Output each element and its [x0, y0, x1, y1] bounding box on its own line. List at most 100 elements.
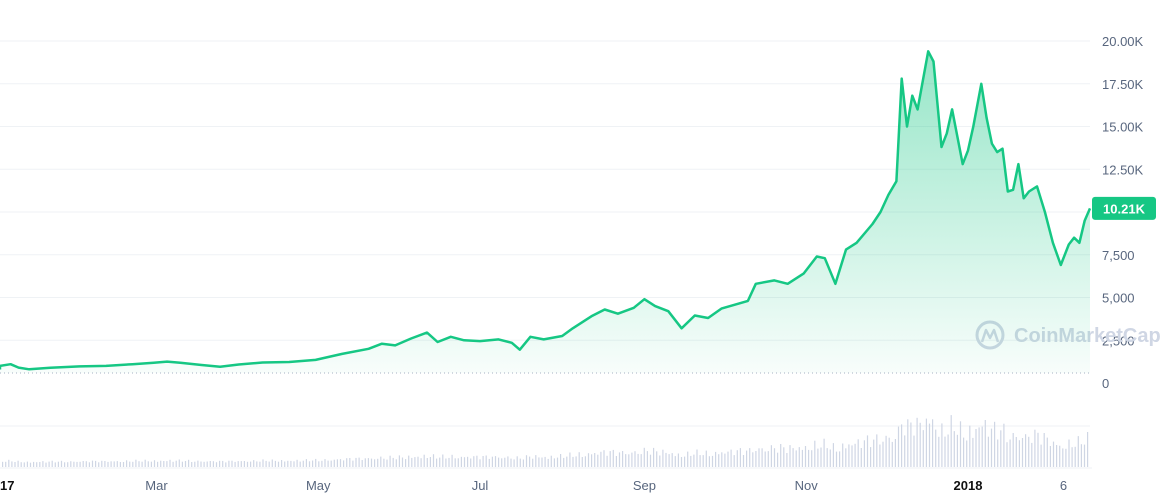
volume-bar — [981, 426, 983, 467]
volume-bar — [274, 460, 276, 467]
volume-bar — [770, 445, 772, 467]
y-tick-label: 20.00K — [1102, 34, 1144, 49]
volume-bar — [349, 458, 351, 467]
volume-bar — [259, 461, 261, 467]
y-tick-label: 15.00K — [1102, 120, 1144, 135]
volume-bar — [1040, 444, 1042, 467]
volume-bar — [110, 461, 112, 467]
volume-bar — [346, 458, 348, 467]
y-tick-label: 7,500 — [1102, 248, 1135, 263]
y-axis: 02,5005,0007,50010.00K12.50K15.00K17.50K… — [1102, 34, 1144, 391]
volume-bar — [265, 460, 267, 467]
volume-bar — [901, 424, 903, 467]
volume-bar — [231, 460, 233, 467]
volume-bar — [656, 451, 658, 467]
volume-bar — [271, 459, 273, 467]
volume-bar — [922, 430, 924, 467]
volume-bar — [1034, 429, 1036, 467]
volume-bar — [339, 459, 342, 467]
volume-bar — [842, 443, 844, 467]
volume-bar — [721, 452, 723, 467]
volume-bar — [919, 422, 921, 467]
volume-bar — [312, 460, 314, 467]
volume-bar — [783, 447, 785, 467]
volume-bar — [609, 451, 611, 467]
volume-bar — [82, 461, 84, 467]
volume-bar — [811, 450, 813, 467]
grid-lines — [0, 40, 1090, 427]
volume-bar — [436, 458, 438, 467]
volume-bar — [761, 448, 763, 467]
volume-bar — [141, 461, 143, 467]
volume-bar — [795, 450, 797, 467]
x-tick-label: Mar — [145, 478, 168, 493]
volume-bar — [463, 457, 466, 467]
volume-bar — [150, 461, 152, 467]
volume-bar — [758, 448, 760, 467]
volume-bar — [966, 440, 968, 467]
volume-bar — [606, 455, 608, 467]
volume-bar — [733, 455, 735, 467]
volume-bar — [739, 448, 741, 467]
volume-bar — [928, 423, 931, 467]
volume-bar — [364, 458, 366, 467]
volume-bar — [215, 462, 218, 467]
volume-bar — [860, 448, 862, 467]
volume-bar — [327, 460, 329, 467]
volume-bar — [1056, 445, 1058, 467]
volume-bar — [631, 452, 633, 467]
current-price-label: 10.21K — [1103, 201, 1146, 216]
volume-bar — [746, 450, 748, 467]
volume-bar — [101, 460, 103, 467]
volume-bar — [618, 452, 621, 467]
volume-bar — [191, 462, 193, 467]
volume-bar — [792, 448, 794, 467]
volume-bar — [950, 415, 952, 467]
volume-bar — [33, 461, 35, 467]
volume-bar — [501, 458, 503, 467]
volume-bar — [45, 462, 47, 467]
volume-bar — [646, 451, 648, 467]
volume-bar — [622, 451, 624, 467]
volume-bar — [749, 448, 751, 467]
volume-bar — [835, 451, 838, 467]
volume-bar — [1046, 437, 1048, 467]
volume-bar — [684, 456, 686, 467]
volume-bar — [680, 457, 683, 467]
volume-bar — [184, 461, 187, 467]
volume-bar — [696, 449, 698, 467]
volume-bar — [1043, 433, 1045, 467]
volume-bar — [897, 426, 900, 467]
volume-bar — [1028, 436, 1030, 467]
volume-bar — [39, 462, 41, 467]
volume-bar — [997, 439, 999, 467]
volume-bar — [752, 452, 754, 467]
volume-bar — [584, 456, 586, 467]
volume-bar — [668, 454, 670, 467]
volume-bar — [708, 456, 710, 467]
volume-bar — [315, 458, 317, 467]
volume-bar — [1037, 432, 1039, 467]
volume-bar — [597, 454, 599, 467]
volume-bar — [984, 420, 986, 467]
volume-bar — [479, 459, 481, 467]
volume-bar — [488, 458, 490, 467]
volume-bar — [234, 461, 236, 467]
volume-bar — [963, 437, 965, 467]
volume-bar — [85, 461, 87, 467]
volume-bar — [482, 456, 484, 467]
volume-bar — [73, 461, 75, 467]
volume-bar — [250, 461, 252, 467]
volume-bar — [17, 460, 19, 467]
volume-bar — [175, 460, 177, 467]
volume-bar — [491, 456, 493, 467]
volume-bar — [147, 461, 149, 467]
volume-bar — [358, 457, 360, 467]
volume-bar — [11, 461, 13, 467]
volume-bar — [780, 444, 782, 467]
volume-bar — [383, 458, 385, 467]
volume-bar — [197, 460, 199, 467]
volume-bar — [1049, 446, 1051, 467]
volume-bar — [863, 440, 865, 467]
volume-bar — [907, 419, 909, 467]
